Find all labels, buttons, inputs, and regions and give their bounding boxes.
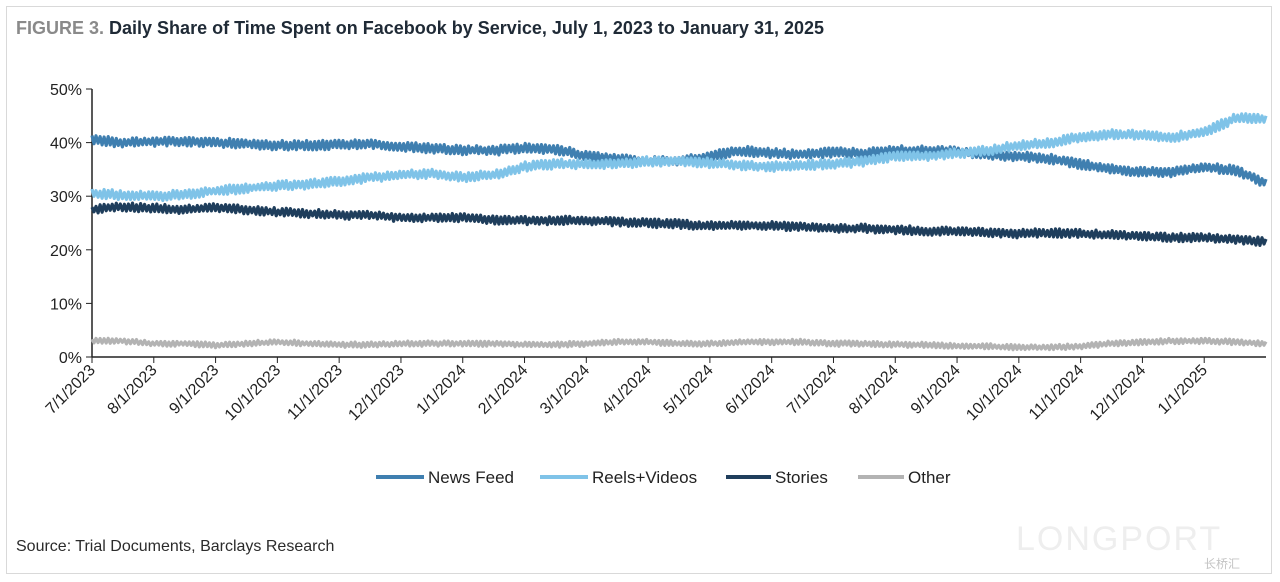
legend-label-reels-videos: Reels+Videos xyxy=(592,468,697,487)
watermark-logo: LONGPORT xyxy=(1016,520,1223,558)
x-tick-labels: 7/1/2023 8/1/2023 9/1/2023 10/1/2023 11/1/20… xyxy=(43,357,1211,424)
x-tick-label: 6/1/2024 xyxy=(722,362,778,418)
x-tick-label: 4/1/2024 xyxy=(599,362,655,418)
chart-legend: News Feed Reels+Videos Stories Other xyxy=(376,468,951,487)
x-tick-label: 12/1/2023 xyxy=(345,362,407,424)
legend-label-news-feed: News Feed xyxy=(428,468,514,487)
x-tick-label: 9/1/2024 xyxy=(908,362,964,418)
watermark-logo-small: 长桥汇 xyxy=(1204,557,1241,571)
x-tick-label: 5/1/2024 xyxy=(661,362,717,418)
x-tick-label: 1/1/2024 xyxy=(414,362,470,418)
chart-axes xyxy=(91,89,1266,358)
y-tick-label: 40% xyxy=(50,136,82,153)
legend-label-other: Other xyxy=(908,468,951,487)
source-note: Source: Trial Documents, Barclays Resear… xyxy=(16,538,335,555)
legend-label-stories: Stories xyxy=(775,468,828,487)
series-line-reels-videos xyxy=(90,112,1268,203)
x-tick-label: 2/1/2024 xyxy=(475,362,531,418)
y-tick-label: 0% xyxy=(59,350,82,367)
x-tick-label: 8/1/2024 xyxy=(846,362,902,418)
y-tick-labels: 0% 10% 20% 30% 40% 50% xyxy=(50,82,92,367)
chart-title: FIGURE 3. Daily Share of Time Spent on F… xyxy=(16,18,824,39)
x-tick-label: 12/1/2024 xyxy=(1087,362,1149,424)
y-tick-label: 30% xyxy=(50,189,82,206)
x-tick-label: 7/1/2024 xyxy=(784,362,840,418)
x-tick-label: 10/1/2023 xyxy=(222,362,284,424)
series-line-other xyxy=(90,336,1268,352)
x-tick-label: 7/1/2023 xyxy=(43,362,99,418)
y-tick-label: 10% xyxy=(50,296,82,313)
x-tick-label: 3/1/2024 xyxy=(537,362,593,418)
chart-series xyxy=(90,112,1268,352)
y-tick-label: 50% xyxy=(50,82,82,99)
y-tick-label: 20% xyxy=(50,243,82,260)
chart-title-text: Daily Share of Time Spent on Facebook by… xyxy=(109,18,825,38)
x-tick-label: 11/1/2023 xyxy=(284,362,346,424)
figure-frame xyxy=(6,6,1272,574)
x-tick-label: 9/1/2023 xyxy=(166,362,222,418)
x-tick-label: 8/1/2023 xyxy=(105,362,161,418)
figure-label: FIGURE 3. xyxy=(16,18,105,38)
x-tick-label: 1/1/2025 xyxy=(1155,362,1211,418)
x-tick-label: 10/1/2024 xyxy=(963,362,1025,424)
series-line-stories xyxy=(90,201,1268,247)
x-tick-label: 11/1/2024 xyxy=(1026,362,1088,424)
